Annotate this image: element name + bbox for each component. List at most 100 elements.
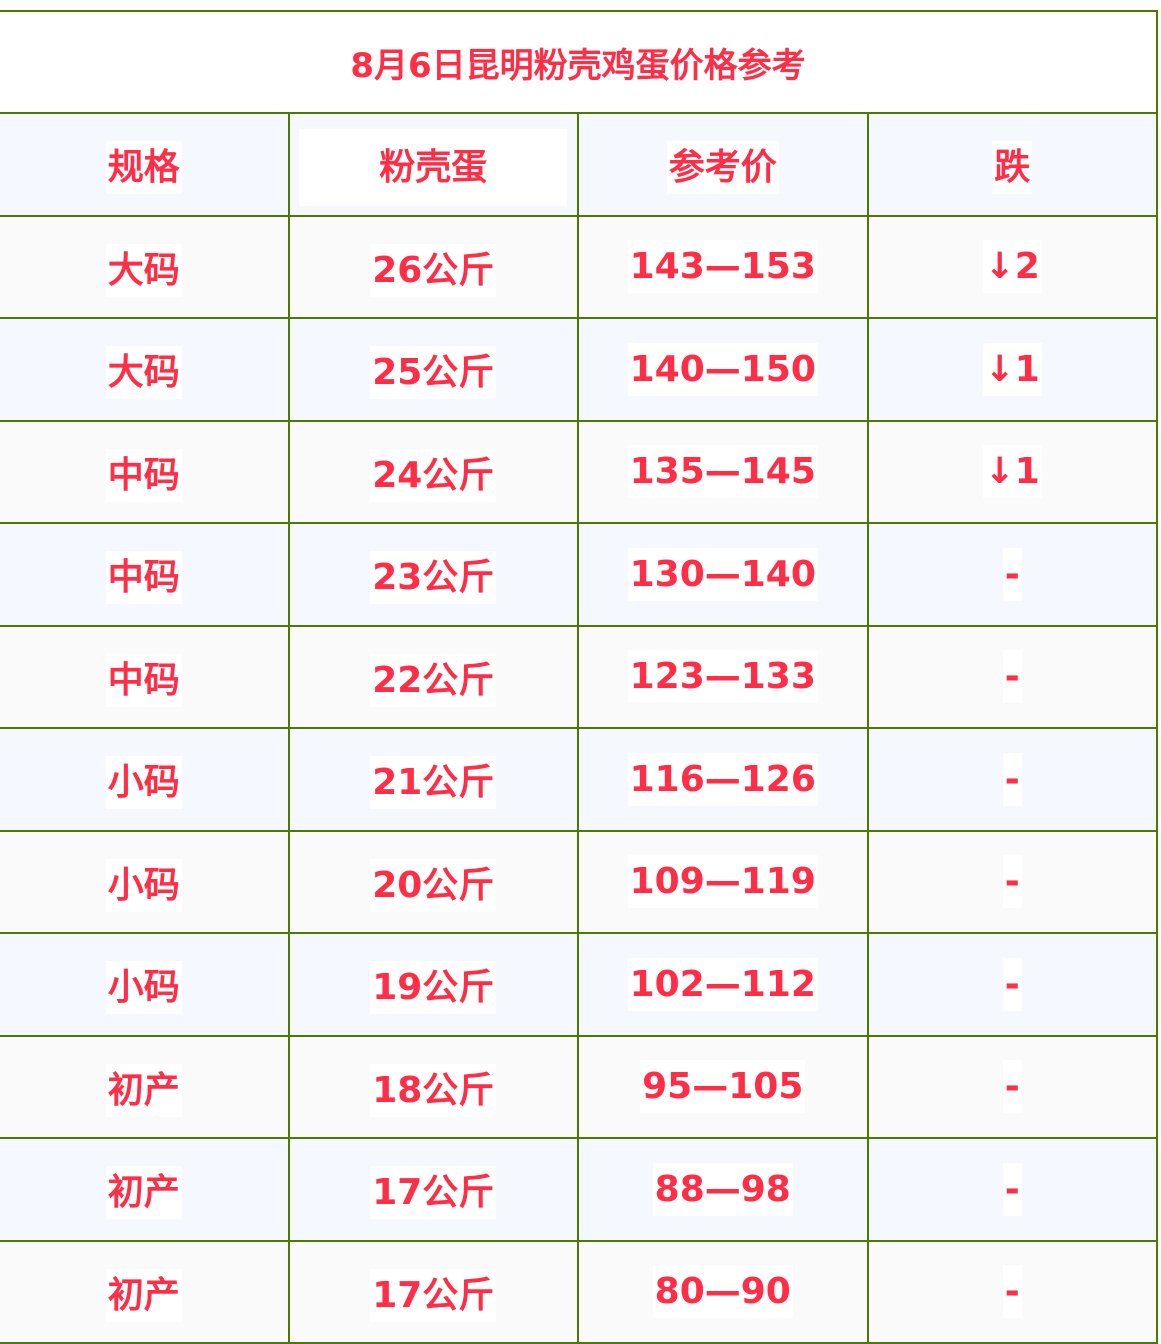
cell-weight: 20公斤: [287, 829, 579, 934]
cell-change: -: [866, 829, 1158, 934]
cell-weight: 21公斤: [287, 727, 579, 832]
change-value: -: [1002, 855, 1022, 909]
header-cell-price: 参考价: [577, 112, 869, 217]
price-value: 116—126: [627, 752, 818, 806]
table-title-text: 8月6日昆明粉壳鸡蛋价格参考: [348, 39, 808, 92]
cell-weight: 17公斤: [287, 1239, 579, 1344]
cell-change: -: [866, 932, 1158, 1037]
header-row: 规格 粉壳蛋 参考价 跌: [0, 112, 1158, 217]
price-value: 143—153: [627, 240, 818, 294]
weight-value: 21公斤: [370, 756, 497, 810]
cell-weight: 22公斤: [287, 624, 579, 729]
price-value: 135—145: [627, 445, 818, 499]
weight-value: 24公斤: [370, 448, 497, 502]
cell-spec: 中码: [0, 419, 290, 524]
cell-change: ↓1: [866, 317, 1158, 422]
cell-spec: 中码: [0, 522, 290, 627]
cell-price: 123—133: [577, 624, 869, 729]
header-change: 跌: [992, 141, 1033, 195]
weight-value: 25公斤: [370, 346, 497, 400]
price-value: 102—112: [627, 957, 818, 1011]
table-row: 大码 26公斤 143—153 ↓2: [0, 214, 1158, 319]
change-value: -: [1002, 1060, 1022, 1114]
price-value: 80—90: [652, 1265, 793, 1319]
header-spec: 规格: [105, 141, 182, 195]
cell-spec: 初产: [0, 1239, 290, 1344]
cell-spec: 大码: [0, 317, 290, 422]
table-row: 中码 22公斤 123—133 -: [0, 624, 1158, 729]
header-price: 参考价: [666, 141, 779, 195]
egg-price-table: 8月6日昆明粉壳鸡蛋价格参考 规格 粉壳蛋 参考价 跌 大码 26公斤 143—15…: [0, 10, 1158, 1344]
spec-value: 初产: [105, 1166, 182, 1220]
table-row: 初产 17公斤 80—90 -: [0, 1239, 1158, 1344]
change-value: ↓1: [982, 445, 1042, 499]
spec-value: 中码: [105, 448, 182, 502]
spec-value: 大码: [105, 243, 182, 297]
cell-price: 140—150: [577, 317, 869, 422]
spec-value: 初产: [105, 1063, 182, 1117]
table-row: 中码 24公斤 135—145 ↓1: [0, 419, 1158, 524]
cell-price: 109—119: [577, 829, 869, 934]
cell-price: 95—105: [577, 1034, 869, 1139]
cell-weight: 17公斤: [287, 1137, 579, 1242]
cell-weight: 18公斤: [287, 1034, 579, 1139]
table-title: 8月6日昆明粉壳鸡蛋价格参考: [0, 10, 1158, 114]
cell-change: ↓1: [866, 419, 1158, 524]
cell-change: -: [866, 1137, 1158, 1242]
price-value: 95—105: [640, 1060, 806, 1114]
cell-spec: 初产: [0, 1137, 290, 1242]
header-type: 粉壳蛋: [299, 129, 568, 207]
table-row: 大码 25公斤 140—150 ↓1: [0, 317, 1158, 422]
cell-spec: 初产: [0, 1034, 290, 1139]
cell-spec: 小码: [0, 727, 290, 832]
spec-value: 小码: [105, 961, 182, 1015]
header-cell-type: 粉壳蛋: [287, 112, 579, 217]
table-row: 小码 19公斤 102—112 -: [0, 932, 1158, 1037]
weight-value: 26公斤: [370, 243, 497, 297]
spec-value: 小码: [105, 858, 182, 912]
cell-weight: 24公斤: [287, 419, 579, 524]
price-value: 88—98: [652, 1162, 793, 1216]
spec-value: 初产: [105, 1268, 182, 1322]
change-value: -: [1002, 547, 1022, 601]
title-row: 8月6日昆明粉壳鸡蛋价格参考: [0, 10, 1158, 114]
cell-weight: 25公斤: [287, 317, 579, 422]
price-value: 140—150: [627, 342, 818, 396]
cell-weight: 23公斤: [287, 522, 579, 627]
spec-value: 小码: [105, 756, 182, 810]
spec-value: 中码: [105, 653, 182, 707]
weight-value: 19公斤: [370, 961, 497, 1015]
spec-value: 中码: [105, 551, 182, 605]
table-row: 小码 20公斤 109—119 -: [0, 829, 1158, 934]
weight-value: 17公斤: [370, 1268, 497, 1322]
change-value: -: [1002, 1162, 1022, 1216]
cell-price: 130—140: [577, 522, 869, 627]
weight-value: 18公斤: [370, 1063, 497, 1117]
weight-value: 23公斤: [370, 551, 497, 605]
cell-weight: 26公斤: [287, 214, 579, 319]
table-row: 中码 23公斤 130—140 -: [0, 522, 1158, 627]
cell-weight: 19公斤: [287, 932, 579, 1037]
price-value: 109—119: [627, 855, 818, 909]
change-value: ↓1: [982, 342, 1042, 396]
header-cell-change: 跌: [866, 112, 1158, 217]
change-value: ↓2: [982, 240, 1042, 294]
cell-price: 143—153: [577, 214, 869, 319]
header-cell-spec: 规格: [0, 112, 290, 217]
cell-price: 135—145: [577, 419, 869, 524]
cell-change: -: [866, 624, 1158, 729]
cell-spec: 中码: [0, 624, 290, 729]
table-row: 初产 17公斤 88—98 -: [0, 1137, 1158, 1242]
cell-change: ↓2: [866, 214, 1158, 319]
spec-value: 大码: [105, 346, 182, 400]
cell-price: 116—126: [577, 727, 869, 832]
weight-value: 17公斤: [370, 1166, 497, 1220]
cell-change: -: [866, 727, 1158, 832]
cell-spec: 大码: [0, 214, 290, 319]
weight-value: 22公斤: [370, 653, 497, 707]
cell-spec: 小码: [0, 829, 290, 934]
cell-change: -: [866, 522, 1158, 627]
cell-change: -: [866, 1034, 1158, 1139]
price-value: 130—140: [627, 547, 818, 601]
weight-value: 20公斤: [370, 858, 497, 912]
